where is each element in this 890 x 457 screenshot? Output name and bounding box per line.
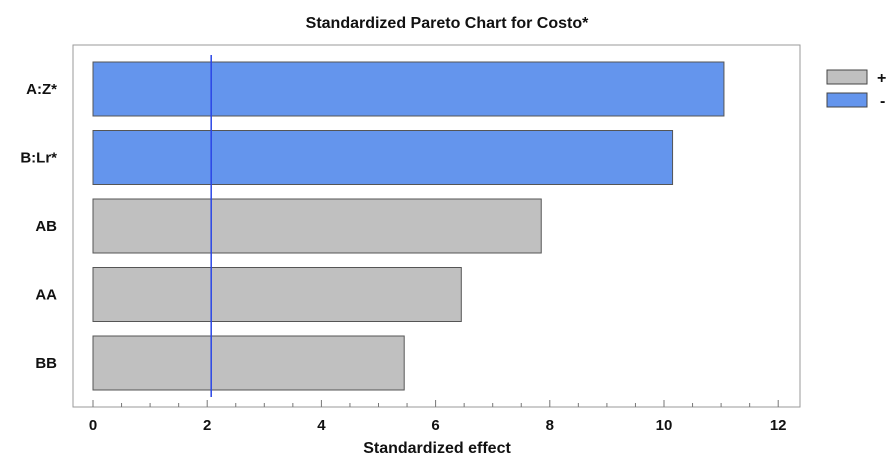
legend-label-negative: - (880, 93, 885, 110)
x-tick-label-2: 4 (317, 417, 326, 434)
bars-group (92, 61, 725, 391)
x-tick-labels: 0 2 4 6 8 10 12 (89, 417, 787, 434)
legend: + - (826, 69, 886, 110)
bar-4 (92, 335, 405, 391)
x-tick-label-6: 12 (770, 417, 787, 434)
bar-3 (92, 267, 462, 322)
category-label-0: A:Z* (26, 81, 57, 98)
x-tick-label-1: 2 (203, 417, 211, 434)
category-label-3: AA (35, 287, 57, 304)
category-labels: A:Z* B:Lr* AB AA BB (20, 81, 57, 372)
bar-0 (92, 61, 725, 117)
x-axis-ticks (92, 400, 779, 407)
x-tick-label-3: 6 (431, 417, 439, 434)
legend-swatch-positive (826, 69, 868, 85)
category-label-4: BB (35, 355, 57, 372)
x-tick-label-5: 10 (656, 417, 673, 434)
bar-2 (92, 198, 542, 254)
x-tick-label-0: 0 (89, 417, 97, 434)
x-axis-label: Standardized effect (363, 440, 511, 457)
category-label-1: B:Lr* (20, 150, 57, 167)
x-tick-label-4: 8 (546, 417, 554, 434)
chart-title: Standardized Pareto Chart for Costo* (306, 15, 589, 32)
legend-swatch-negative (826, 92, 868, 108)
bar-1 (92, 130, 674, 185)
legend-label-positive: + (877, 70, 886, 87)
category-label-2: AB (35, 218, 57, 235)
